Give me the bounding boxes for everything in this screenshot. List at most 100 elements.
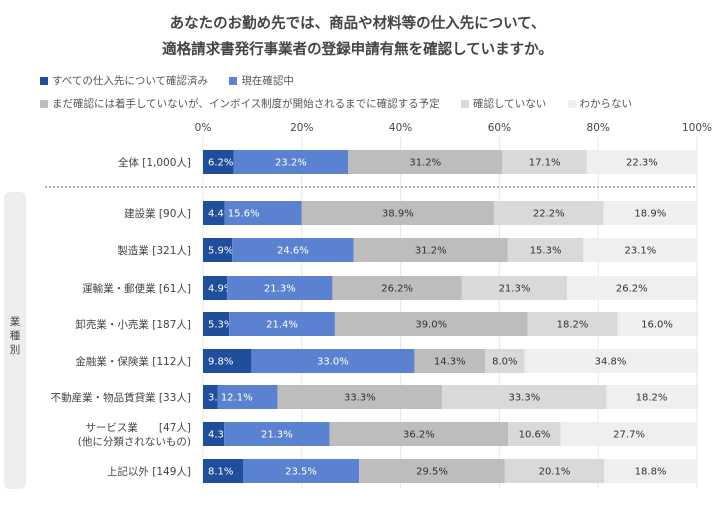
bar-segment: [560, 422, 698, 446]
bar-segment: [603, 201, 697, 225]
legend-row-1: すべての仕入先について確認済み 現在確認中: [40, 73, 312, 88]
bar-data-label: 29.5%: [416, 467, 448, 478]
legend-label: すべての仕入先について確認済み: [52, 75, 209, 87]
bar-segment: [251, 349, 415, 373]
bar-data-label: 33.3%: [508, 393, 540, 404]
chart-title-line2: 適格請求書発行事業者の登録申請有無を確認していますか。: [162, 42, 553, 58]
legend-swatch: [229, 76, 238, 85]
group-label-char: 種: [10, 329, 21, 342]
bar-data-label: 38.9%: [382, 209, 414, 220]
bar-segment: [617, 312, 697, 336]
category-label: サービス業 [47人]: [85, 421, 191, 434]
bar-data-label: 31.2%: [409, 158, 441, 169]
bar-data-label: 23.5%: [285, 467, 317, 478]
bar-data-label: 8.1%: [208, 467, 233, 478]
bar-data-label: 18.8%: [635, 467, 667, 478]
legend-item-checking: 現在確認中: [229, 73, 294, 88]
bar-data-label: 34.8%: [595, 357, 627, 368]
bar-segment: [203, 422, 225, 446]
category-label: 卸売業・小売業 [187人]: [75, 318, 191, 331]
category-label: 不動産業・物品賃貸業 [33人]: [51, 391, 191, 404]
bar-segment: [332, 276, 462, 300]
bar-segment: [606, 385, 697, 409]
bar-data-label: 10.6%: [519, 430, 551, 441]
bar-data-label: 6.2%: [208, 158, 233, 169]
bar-segment: [604, 459, 697, 483]
legend-swatch: [567, 99, 576, 108]
bar-segment: [224, 422, 330, 446]
bar-data-label: 22.2%: [533, 209, 565, 220]
bar-data-label: 26.2%: [381, 284, 413, 295]
bar-segment: [329, 422, 509, 446]
bar-segment: [353, 238, 508, 262]
bar-data-label: 12.1%: [221, 393, 253, 404]
bar-segment: [493, 201, 604, 225]
category-label: 運輸業・郵便業 [61人]: [82, 282, 191, 295]
bar-segment: [203, 150, 234, 174]
bar-data-label: 5.9%: [208, 246, 233, 257]
bar-data-label: 14.3%: [434, 357, 466, 368]
bar-data-label: 4.3%: [208, 430, 233, 441]
category-label: 上記以外 [149人]: [107, 465, 191, 478]
category-label: 金融業・保険業 [112人]: [75, 355, 191, 368]
bar-data-label: 4.4%: [208, 209, 233, 220]
bar-data-label: 18.9%: [634, 209, 666, 220]
legend-swatch: [461, 99, 470, 108]
bar-data-label: 39.0%: [415, 320, 447, 331]
category-label: 製造業 [321人]: [117, 244, 191, 257]
bar-segment: [461, 276, 568, 300]
bar-segment: [203, 385, 218, 409]
bar-segment: [502, 150, 587, 174]
bar-segment: [507, 238, 584, 262]
x-tick-label: 80%: [587, 122, 610, 134]
bar-data-label: 20.1%: [539, 467, 571, 478]
bar-data-label: 15.6%: [228, 209, 260, 220]
legend-item-planned: まだ確認には着手していないが、インボイス制度が開始されるまでに確認する予定: [40, 96, 440, 111]
bar-segment: [233, 150, 349, 174]
bar-segment: [527, 312, 618, 336]
bar-segment: [232, 238, 354, 262]
legend-label: 確認していない: [473, 98, 547, 110]
bar-data-label: 9.8%: [208, 357, 233, 368]
bar-segment: [243, 459, 360, 483]
x-tick-label: 0%: [195, 122, 212, 134]
bar-data-label: 15.3%: [530, 246, 562, 257]
bar-data-label: 17.1%: [529, 158, 561, 169]
legend-label: わからない: [579, 98, 633, 110]
bar-data-label: 23.1%: [625, 246, 657, 257]
bar-data-label: 27.7%: [613, 430, 645, 441]
legend-swatch: [40, 99, 48, 108]
bar-data-label: 21.3%: [261, 430, 293, 441]
chart-title-line1: あなたのお勤め先では、商品や材料等の仕入先について、: [169, 16, 546, 32]
bar-data-label: 24.6%: [277, 246, 309, 257]
category-label: 建設業 [90人]: [124, 207, 191, 220]
bar-segment: [567, 276, 697, 300]
category-label: 全体 [1,000人]: [118, 156, 191, 169]
bar-segment: [217, 385, 278, 409]
bar-segment: [277, 385, 443, 409]
bar-segment: [586, 150, 697, 174]
bar-data-label: 22.3%: [626, 158, 658, 169]
bar-data-label: 4.9%: [208, 284, 233, 295]
bar-data-label: 26.2%: [616, 284, 648, 295]
bar-data-label: 18.2%: [557, 320, 589, 331]
x-tick-label: 100%: [682, 122, 712, 134]
bar-data-label: 8.0%: [492, 357, 517, 368]
bar-segment: [348, 150, 503, 174]
bar-data-label: 33.0%: [317, 357, 349, 368]
bar-segment: [485, 349, 525, 373]
bar-segment: [414, 349, 486, 373]
bar-data-label: 18.2%: [636, 393, 668, 404]
bar-segment: [334, 312, 528, 336]
bar-segment: [203, 312, 230, 336]
bar-data-label: 16.0%: [641, 320, 673, 331]
bar-segment: [203, 276, 228, 300]
bar-data-label: 5.3%: [208, 320, 233, 331]
bar-segment: [224, 201, 302, 225]
bar-segment: [442, 385, 607, 409]
bar-segment: [583, 238, 698, 262]
bar-segment: [203, 349, 252, 373]
x-tick-label: 60%: [488, 122, 511, 134]
